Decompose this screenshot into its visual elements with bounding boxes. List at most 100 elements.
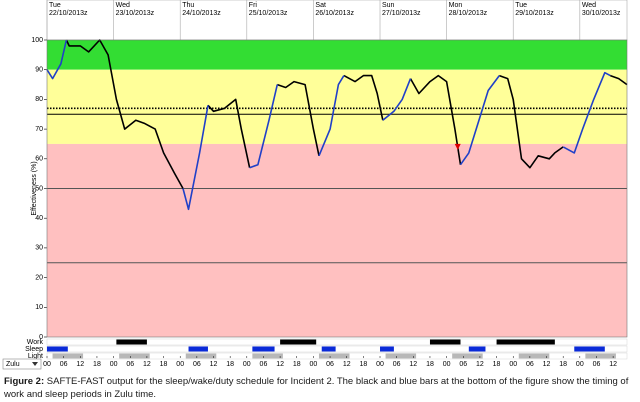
x-tick-label: 12: [409, 361, 417, 368]
y-tick-label: 60: [35, 156, 43, 163]
y-tick-label: 50: [35, 185, 43, 192]
period-bar: [518, 353, 550, 359]
x-tick-label: 00: [576, 361, 584, 368]
period-bar: [252, 353, 283, 359]
day-name: Sun: [382, 2, 395, 9]
row-bg: [46, 345, 628, 353]
day-date: 29/10/2013z: [515, 10, 554, 17]
band: [47, 143, 627, 337]
x-tick-label: 00: [443, 361, 451, 368]
x-tick-label: 18: [160, 361, 168, 368]
day-name: Mon: [449, 2, 463, 9]
header: [46, 0, 628, 41]
x-tick-label: 12: [210, 361, 218, 368]
day-name: Wed: [582, 2, 596, 9]
band: [47, 40, 627, 70]
period-bar: [119, 353, 150, 359]
x-tick-label: 06: [260, 361, 268, 368]
day-name: Wed: [116, 2, 130, 9]
x-tick-label: 06: [459, 361, 467, 368]
x-tick-label: 00: [310, 361, 318, 368]
period-bar: [380, 346, 394, 352]
period-bar: [318, 353, 350, 359]
day-name: Thu: [182, 2, 194, 9]
zone-select-label: Zulu: [6, 361, 20, 368]
row-bg: [46, 338, 628, 346]
x-tick-label: 12: [543, 361, 551, 368]
x-tick-label: 12: [143, 361, 151, 368]
x-tick-label: 06: [593, 361, 601, 368]
y-tick-label: 70: [35, 126, 43, 133]
x-tick-label: 00: [176, 361, 184, 368]
x-tick-label: 18: [426, 361, 434, 368]
period-bar: [252, 346, 275, 352]
x-tick-label: 00: [43, 361, 51, 368]
x-tick-label: 06: [326, 361, 334, 368]
x-tick-label: 06: [193, 361, 201, 368]
day-date: 26/10/2013z: [315, 10, 354, 17]
day-date: 25/10/2013z: [249, 10, 288, 17]
day-date: 22/10/2013z: [49, 10, 88, 17]
row-label: Sleep: [25, 346, 43, 353]
day-date: 23/10/2013z: [116, 10, 155, 17]
day-name: Tue: [49, 2, 61, 9]
x-tick-label: 00: [376, 361, 384, 368]
y-tick-label: 100: [31, 37, 43, 44]
x-tick-label: 18: [226, 361, 234, 368]
day-name: Sat: [315, 2, 326, 9]
x-tick-label: 18: [293, 361, 301, 368]
x-tick-label: 06: [526, 361, 534, 368]
caption: Figure 2: SAFTE-FAST output for the slee…: [4, 375, 636, 401]
zone-select: [2, 358, 42, 370]
period-bar: [321, 346, 336, 352]
zone-select-arrow: [32, 362, 38, 366]
x-tick-label: 06: [60, 361, 68, 368]
x-tick-label: 18: [93, 361, 101, 368]
y-tick-label: 0: [39, 334, 43, 341]
period-bar: [496, 339, 555, 345]
period-bar: [429, 339, 461, 345]
period-bar: [185, 353, 217, 359]
caption-label: Figure 2:: [4, 376, 45, 387]
period-bar: [47, 346, 68, 352]
x-tick-label: 00: [509, 361, 517, 368]
y-tick-label: 20: [35, 274, 43, 281]
row-label: Work: [27, 339, 44, 346]
period-bar: [280, 339, 317, 345]
day-date: 24/10/2013z: [182, 10, 221, 17]
x-tick-label: 18: [559, 361, 567, 368]
x-tick-label: 12: [276, 361, 284, 368]
day-date: 27/10/2013z: [382, 10, 421, 17]
period-bar: [116, 339, 147, 345]
y-tick-label: 10: [35, 304, 43, 311]
period-bar: [452, 353, 483, 359]
x-tick-label: 12: [609, 361, 617, 368]
row-label: Light: [28, 353, 43, 360]
day-date: 30/10/2013z: [582, 10, 621, 17]
y-tick-label: 80: [35, 96, 43, 103]
x-tick-label: 18: [359, 361, 367, 368]
day-name: Fri: [249, 2, 258, 9]
period-bar: [188, 346, 208, 352]
y-tick-label: 90: [35, 67, 43, 74]
event-marker: [454, 143, 461, 150]
x-tick-label: 12: [76, 361, 84, 368]
caption-text: SAFTE-FAST output for the sleep/wake/dut…: [4, 376, 629, 400]
x-tick-label: 00: [243, 361, 251, 368]
period-bar: [468, 346, 486, 352]
day-date: 28/10/2013z: [449, 10, 488, 17]
day-name: Tue: [515, 2, 527, 9]
period-bar: [574, 346, 605, 352]
effectiveness-line: [46, 39, 611, 211]
x-tick-label: 06: [393, 361, 401, 368]
y-tick-label: 40: [35, 215, 43, 222]
x-tick-label: 00: [110, 361, 118, 368]
period-bar: [385, 353, 417, 359]
effectiveness-line: [65, 39, 628, 189]
chart: Tue22/10/2013zWed23/10/2013zThu24/10/201…: [2, 0, 628, 370]
x-tick-label: 12: [476, 361, 484, 368]
y-tick-label: 30: [35, 245, 43, 252]
period-bar: [585, 353, 616, 359]
x-tick-label: 06: [126, 361, 134, 368]
